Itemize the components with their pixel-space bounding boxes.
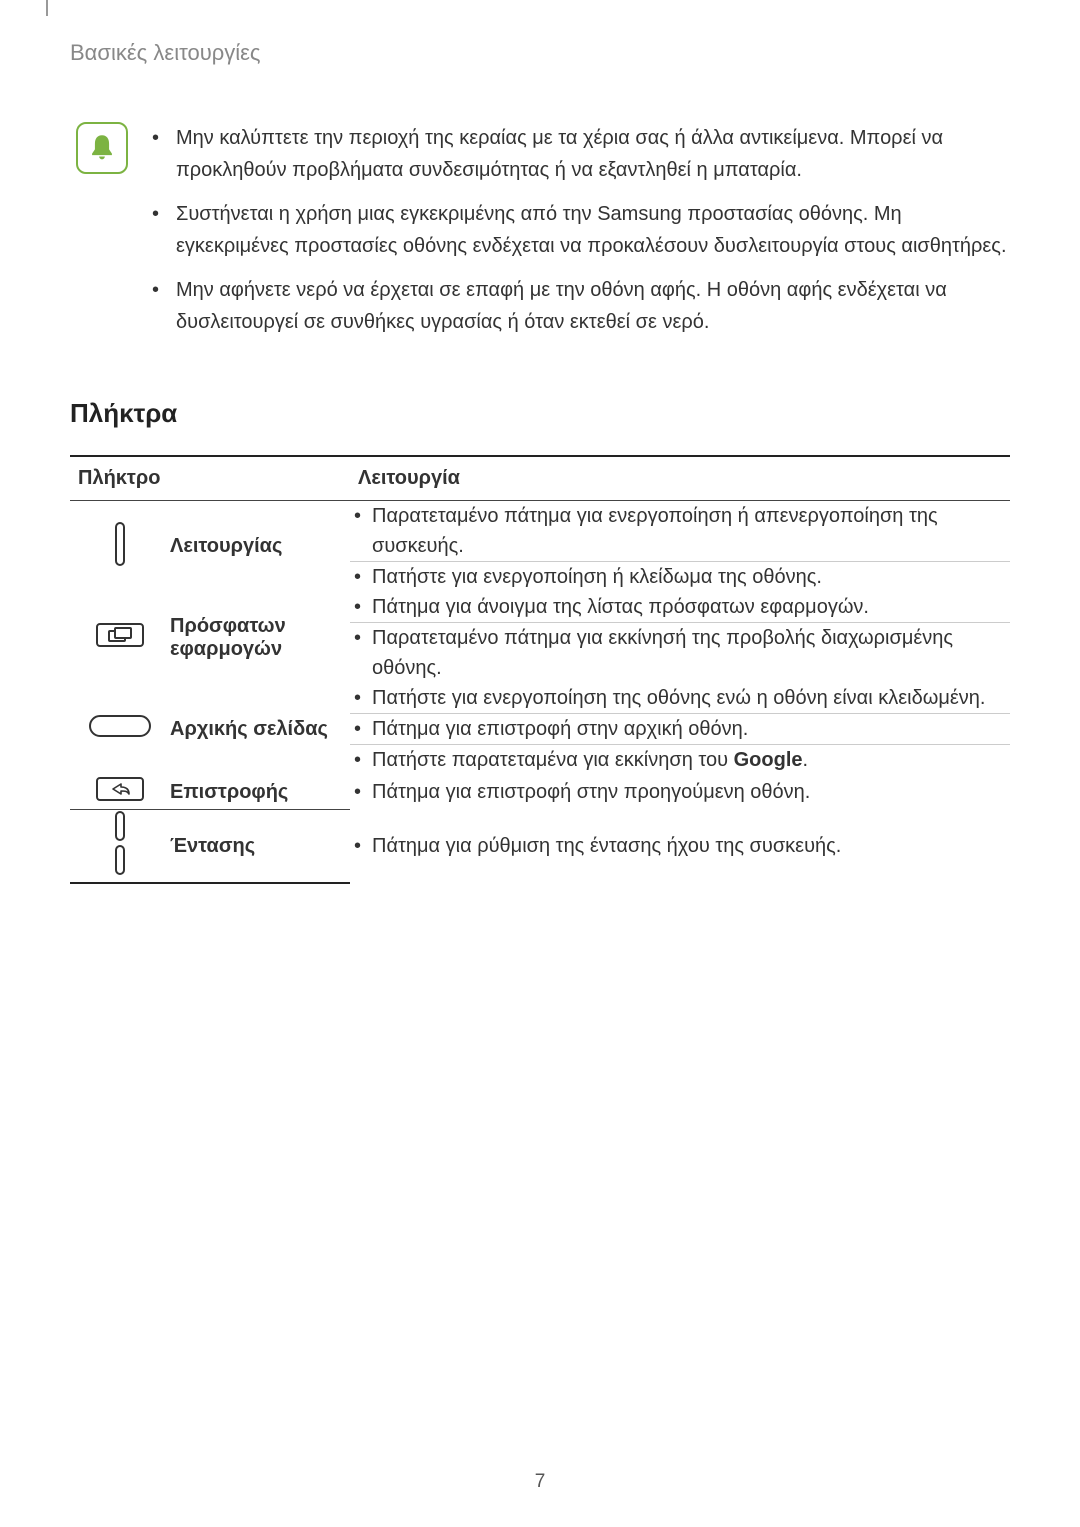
notice-item: Συστήνεται η χρήση μιας εγκεκριμένης από… — [152, 198, 1010, 262]
function-cell: Πατήστε για ενεργοποίηση της οθόνης ενώ … — [350, 683, 1010, 714]
back-key-icon — [70, 775, 170, 810]
function-text: Πατήστε παρατεταμένα για εκκίνηση του Go… — [350, 745, 1010, 775]
page-header: Βασικές λειτουργίες — [70, 40, 1010, 66]
page-content: Βασικές λειτουργίες Μην καλύπτετε την πε… — [0, 0, 1080, 884]
page-spine-mark — [46, 0, 48, 16]
key-label: Λειτουργίας — [170, 501, 350, 593]
table-row: Λειτουργίας Παρατεταμένο πάτημα για ενερ… — [70, 501, 1010, 562]
table-header-row: Πλήκτρο Λειτουργία — [70, 456, 1010, 501]
home-key-icon — [70, 683, 170, 775]
section-title: Πλήκτρα — [70, 398, 1010, 429]
function-text: Πάτημα για επιστροφή στην προηγούμενη οθ… — [350, 777, 1010, 807]
bell-icon — [76, 122, 128, 174]
key-label: Έντασης — [170, 810, 350, 884]
function-cell: Πάτημα για επιστροφή στην προηγούμενη οθ… — [350, 775, 1010, 810]
function-cell: Πατήστε για ενεργοποίηση ή κλείδωμα της … — [350, 562, 1010, 593]
volume-key-icon — [70, 810, 170, 884]
function-text: Πάτημα για ρύθμιση της έντασης ήχου της … — [350, 831, 1010, 861]
function-cell: Πατήστε παρατεταμένα για εκκίνηση του Go… — [350, 745, 1010, 776]
function-text: Πάτημα για άνοιγμα της λίστας πρόσφατων … — [350, 592, 1010, 622]
power-key-icon — [70, 501, 170, 593]
notice-item: Μην καλύπτετε την περιοχή της κεραίας με… — [152, 122, 1010, 186]
function-cell: Παρατεταμένο πάτημα για ενεργοποίηση ή α… — [350, 501, 1010, 562]
page-number: 7 — [0, 1471, 1080, 1493]
function-cell: Πάτημα για επιστροφή στην αρχική οθόνη. — [350, 714, 1010, 745]
table-row: Πρόσφατων εφαρμογών Πάτημα για άνοιγμα τ… — [70, 592, 1010, 623]
column-header-key: Πλήκτρο — [70, 456, 350, 501]
notice-item: Μην αφήνετε νερό να έρχεται σε επαφή με … — [152, 274, 1010, 338]
table-row: Έντασης Πάτημα για ρύθμιση της έντασης ή… — [70, 810, 1010, 884]
function-text: Πατήστε για ενεργοποίηση ή κλείδωμα της … — [350, 562, 1010, 592]
function-cell: Παρατεταμένο πάτημα για εκκίνησή της προ… — [350, 623, 1010, 684]
key-label: Επιστροφής — [170, 775, 350, 810]
recents-key-icon — [70, 592, 170, 683]
function-cell: Πάτημα για άνοιγμα της λίστας πρόσφατων … — [350, 592, 1010, 623]
function-cell: Πάτημα για ρύθμιση της έντασης ήχου της … — [350, 810, 1010, 884]
function-text: Πατήστε για ενεργοποίηση της οθόνης ενώ … — [350, 683, 1010, 713]
notice-block: Μην καλύπτετε την περιοχή της κεραίας με… — [70, 122, 1010, 350]
function-text: Πάτημα για επιστροφή στην αρχική οθόνη. — [350, 714, 1010, 744]
key-label: Πρόσφατων εφαρμογών — [170, 592, 350, 683]
key-label: Αρχικής σελίδας — [170, 683, 350, 775]
table-row: Επιστροφής Πάτημα για επιστροφή στην προ… — [70, 775, 1010, 810]
notice-list: Μην καλύπτετε την περιοχή της κεραίας με… — [152, 122, 1010, 350]
keys-table: Πλήκτρο Λειτουργία Λειτουργίας Παρατεταμ… — [70, 455, 1010, 884]
column-header-function: Λειτουργία — [350, 456, 1010, 501]
function-text: Παρατεταμένο πάτημα για εκκίνησή της προ… — [350, 623, 1010, 683]
table-row: Αρχικής σελίδας Πατήστε για ενεργοποίηση… — [70, 683, 1010, 714]
function-text: Παρατεταμένο πάτημα για ενεργοποίηση ή α… — [350, 501, 1010, 561]
